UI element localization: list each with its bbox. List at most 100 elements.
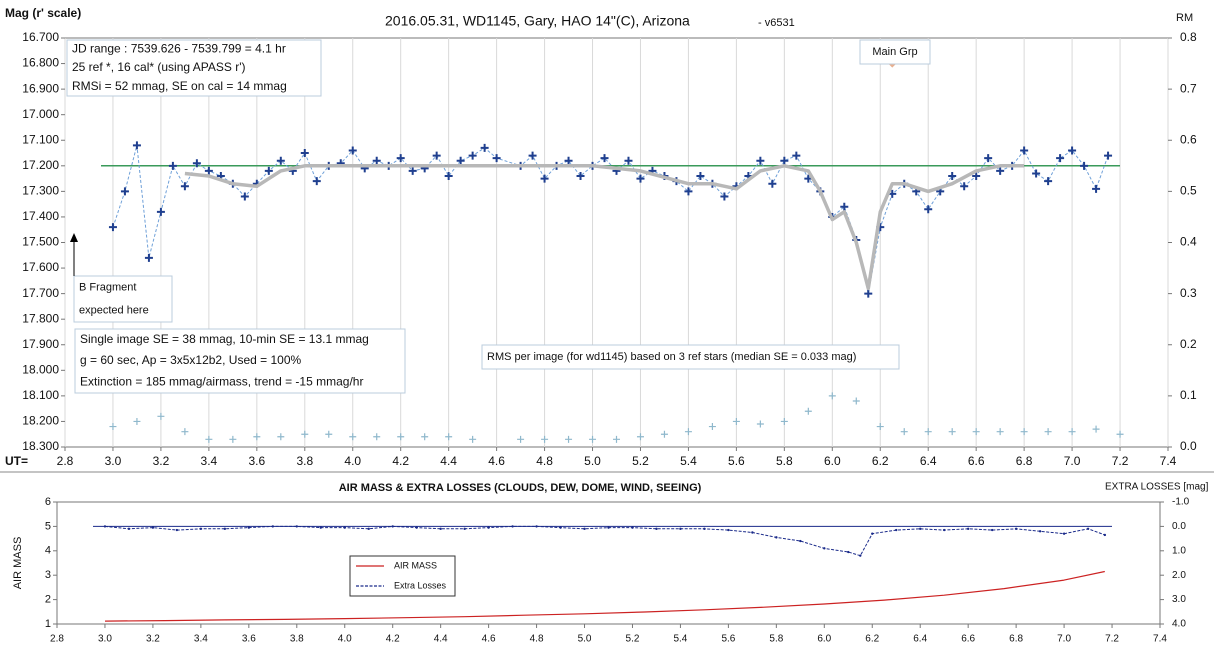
x-tick-label: 2.8: [57, 454, 74, 468]
data-point: [276, 156, 285, 165]
data-point: [229, 435, 237, 443]
y2-tick-label: 0.3: [1180, 286, 1197, 300]
annotation-text: Main Grp: [872, 46, 917, 58]
y-tick-label: 17.500: [22, 235, 59, 249]
data-point: [613, 435, 620, 443]
data-point: [408, 166, 417, 175]
x-tick-label: 3.2: [153, 454, 170, 468]
x-tick-label: 4.6: [482, 634, 496, 645]
data-point: [391, 525, 394, 528]
annotation-text: Extinction = 185 mmag/airmass, trend = -…: [80, 375, 363, 389]
data-point: [942, 528, 946, 532]
data-point: [660, 430, 668, 438]
data-point: [607, 526, 610, 529]
data-point: [996, 166, 1005, 175]
data-point: [540, 174, 549, 183]
data-point: [559, 526, 562, 529]
x-tick-label: 6.8: [1009, 634, 1023, 645]
data-point: [895, 528, 898, 532]
data-point: [1056, 154, 1065, 163]
x-tick-label: 7.4: [1160, 454, 1177, 468]
data-point: [157, 412, 165, 420]
data-point: [397, 433, 405, 441]
data-point: [799, 539, 802, 543]
data-point: [708, 423, 716, 431]
x-tick-label: 7.0: [1057, 634, 1071, 645]
x-tick-label: 3.0: [98, 634, 112, 645]
y-tick-label: 18.200: [22, 414, 59, 428]
x-tick-label: 7.0: [1064, 454, 1081, 468]
y2-tick-label: 0.8: [1180, 30, 1197, 44]
data-point: [684, 428, 692, 436]
data-point: [859, 554, 862, 557]
data-point: [319, 526, 322, 529]
data-point: [517, 435, 525, 443]
data-point: [156, 207, 165, 216]
data-point: [919, 527, 922, 531]
data-point: [972, 428, 980, 436]
annotation-box: [859, 39, 931, 65]
y-tick-label: 16.900: [22, 81, 59, 95]
data-point: [828, 392, 836, 400]
y-tick-label: 6: [45, 496, 51, 508]
x-tick-label: 3.8: [290, 634, 304, 645]
data-point: [696, 172, 705, 181]
data-point: [1044, 428, 1052, 436]
data-point: [367, 527, 370, 531]
data-point: [277, 433, 285, 441]
data-point: [679, 527, 682, 531]
x-tick-label: 2.8: [50, 634, 64, 645]
y-tick-label: 17.200: [22, 158, 59, 172]
data-point: [325, 430, 333, 438]
y2-tick-label: 4.0: [1172, 619, 1186, 630]
data-point: [1032, 169, 1041, 178]
x-tick-label: 4.2: [386, 634, 400, 645]
x-tick-label: 7.2: [1112, 454, 1129, 468]
y2-tick-label: 0.6: [1180, 132, 1197, 146]
data-point: [756, 420, 764, 428]
data-point: [1116, 430, 1124, 438]
data-point: [1062, 532, 1066, 535]
y-tick-label: 4: [45, 545, 51, 557]
data-point: [199, 527, 203, 531]
annotation-text: expected here: [79, 304, 149, 316]
data-point: [445, 433, 453, 441]
data-point: [456, 156, 465, 165]
data-point: [871, 532, 874, 535]
x-tick-label: 3.4: [201, 454, 218, 468]
x-tick-label: 3.0: [105, 454, 122, 468]
x-tick-label: 4.2: [392, 454, 409, 468]
data-point: [727, 528, 730, 532]
data-point: [780, 156, 789, 165]
legend-label: AIR MASS: [394, 560, 437, 570]
data-point: [175, 528, 179, 532]
data-point: [768, 179, 777, 188]
x-tick-label: 3.4: [194, 634, 208, 645]
y-tick-label: 16.800: [22, 56, 59, 70]
data-point: [1044, 177, 1053, 186]
data-point: [535, 525, 538, 528]
series-line: [184, 164, 1025, 291]
x-tick-label: 5.0: [578, 634, 592, 645]
data-point: [205, 435, 213, 443]
data-point: [655, 527, 658, 531]
data-point: [900, 428, 908, 436]
y2-axis-label: RM: [1176, 12, 1193, 24]
x-tick-label: 6.6: [968, 454, 985, 468]
x-tick-label: 4.8: [536, 454, 553, 468]
data-point: [1092, 425, 1100, 433]
data-point: [349, 433, 357, 441]
y-tick-label: 17.300: [22, 184, 59, 198]
y-tick-label: 17.700: [22, 286, 59, 300]
data-point: [240, 192, 249, 201]
data-point: [1086, 527, 1090, 531]
data-point: [756, 156, 765, 165]
y2-tick-label: 2.0: [1172, 570, 1186, 581]
data-point: [823, 547, 826, 550]
data-point: [636, 174, 645, 183]
data-point: [415, 526, 418, 529]
x-tick-label: 3.2: [146, 634, 160, 645]
x-tick-label: 5.0: [584, 454, 601, 468]
data-point: [948, 172, 957, 181]
data-point: [792, 151, 801, 160]
